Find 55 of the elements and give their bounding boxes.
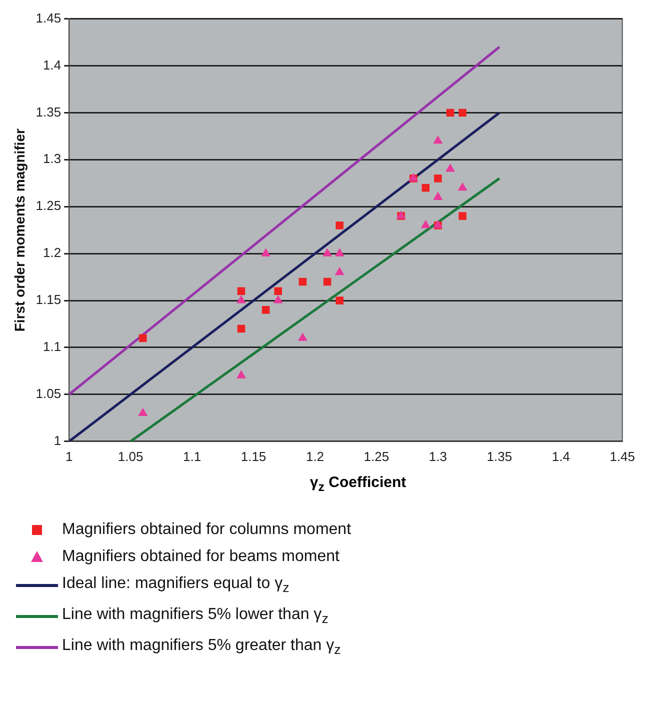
y-tick-label: 1.35	[36, 104, 62, 120]
point	[445, 164, 455, 172]
point	[434, 174, 442, 182]
y-tick-label: 1.1	[43, 339, 62, 354]
point	[138, 408, 148, 416]
point	[273, 295, 283, 304]
point	[274, 287, 282, 296]
y-tick-label: 1.4	[43, 57, 62, 72]
point	[433, 135, 443, 144]
legend-label: Magnifiers obtained for columns moment	[62, 520, 352, 540]
x-tick-label: 1.2	[306, 448, 324, 464]
x-tick-label: 1.4	[552, 448, 570, 464]
y-axis-title: First order moments magnifier	[11, 128, 28, 332]
point	[236, 295, 246, 304]
point	[458, 108, 466, 117]
point	[336, 296, 344, 304]
x-tick-label: 1	[65, 448, 73, 464]
point	[237, 324, 246, 333]
legend-label: Ideal line: magnifiers equal to γ$_{z}$	[62, 574, 290, 598]
x-tick-label: 1.15	[240, 448, 266, 464]
point	[336, 222, 344, 230]
point	[298, 278, 307, 286]
legend-label: Line with magnifiers 5% lower than γ$_{z}$	[62, 605, 328, 628]
x-tick-label: 1.35	[486, 448, 512, 464]
x-tick-label: 1.45	[610, 448, 636, 464]
point	[422, 184, 430, 192]
point	[138, 334, 147, 342]
y-tick-label: 1.2	[43, 245, 62, 260]
x-tick-label: 1.25	[364, 448, 390, 464]
point	[446, 108, 454, 117]
point	[322, 248, 332, 256]
y-tick-label: 1.25	[36, 198, 62, 214]
legend-label: Magnifiers obtained for beams moment	[62, 547, 340, 567]
y-tick-label: 1.45	[36, 10, 62, 26]
point	[334, 248, 344, 256]
point	[298, 332, 308, 341]
x-axis-title: γ$_{z}$ Coefficient	[308, 474, 408, 494]
y-tick-label: 1	[54, 432, 62, 448]
point	[236, 370, 246, 378]
x-tick-label: 1.3	[428, 448, 447, 464]
y-tick-label: 1.3	[43, 151, 62, 166]
point	[458, 212, 466, 220]
x-tick-label: 1.1	[183, 448, 202, 464]
point	[323, 278, 332, 286]
y-tick-label: 1.15	[36, 292, 62, 308]
y-tick-label: 1.05	[36, 386, 62, 402]
point	[261, 248, 271, 256]
x-tick-label: 1.05	[118, 448, 144, 464]
point	[420, 220, 430, 228]
point	[262, 306, 270, 314]
legend-label: Line with magnifiers 5% greater than γ$_{z}$	[62, 636, 341, 660]
point	[237, 287, 246, 296]
point	[334, 266, 344, 276]
point	[433, 192, 443, 200]
point	[458, 182, 468, 191]
